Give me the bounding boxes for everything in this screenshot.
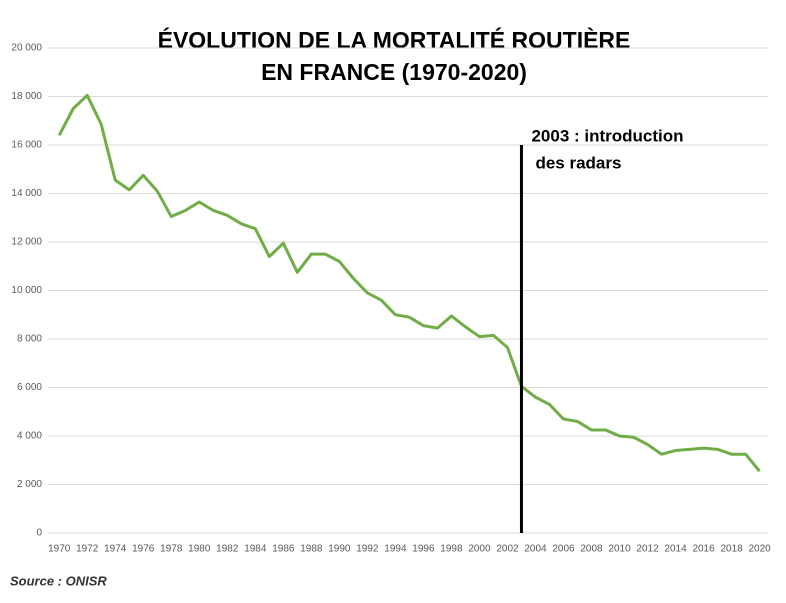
y-tick-label: 2 000 [17, 479, 42, 490]
chart-title: EN FRANCE (1970-2020) [261, 59, 527, 85]
x-tick-label: 2008 [580, 544, 603, 555]
x-tick-label: 1982 [216, 544, 239, 555]
x-tick-label: 2000 [468, 544, 491, 555]
x-tick-label: 1972 [76, 544, 99, 555]
annotation-text: 2003 : introduction [531, 126, 683, 145]
x-tick-label: 2018 [720, 544, 743, 555]
y-tick-label: 10 000 [11, 285, 42, 296]
x-tick-label: 2004 [524, 544, 547, 555]
y-tick-label: 14 000 [11, 188, 42, 199]
x-tick-label: 1978 [160, 544, 183, 555]
x-tick-label: 1974 [104, 544, 127, 555]
y-tick-label: 8 000 [17, 334, 42, 345]
chart-title: ÉVOLUTION DE LA MORTALITÉ ROUTIÈRE [158, 26, 631, 53]
y-tick-label: 12 000 [11, 237, 42, 248]
y-tick-label: 16 000 [11, 140, 42, 151]
x-tick-label: 1994 [384, 544, 407, 555]
x-tick-label: 1992 [356, 544, 379, 555]
x-tick-label: 1984 [244, 544, 267, 555]
y-tick-label: 18 000 [11, 91, 42, 102]
x-tick-label: 2006 [552, 544, 575, 555]
x-tick-label: 2016 [692, 544, 715, 555]
data-line [57, 93, 761, 473]
source: Source : ONISR [10, 573, 107, 588]
x-tick-label: 1998 [440, 544, 463, 555]
x-tick-label: 2010 [608, 544, 631, 555]
x-tick-label: 1976 [132, 544, 155, 555]
x-tick-label: 2014 [664, 544, 687, 555]
x-tick-label: 1970 [48, 544, 71, 555]
y-tick-label: 4 000 [17, 431, 42, 442]
y-tick-label: 20 000 [11, 43, 42, 54]
x-tick-label: 2012 [636, 544, 659, 555]
y-tick-label: 0 [36, 528, 42, 539]
x-tick-label: 2002 [496, 544, 519, 555]
y-tick-label: 6 000 [17, 382, 42, 393]
x-tick-label: 1988 [300, 544, 323, 555]
x-tick-label: 1990 [328, 544, 351, 555]
x-tick-label: 1980 [188, 544, 211, 555]
x-tick-label: 1996 [412, 544, 435, 555]
annotation-text: des radars [535, 153, 621, 172]
x-tick-label: 1986 [272, 544, 295, 555]
x-tick-label: 2020 [748, 544, 771, 555]
